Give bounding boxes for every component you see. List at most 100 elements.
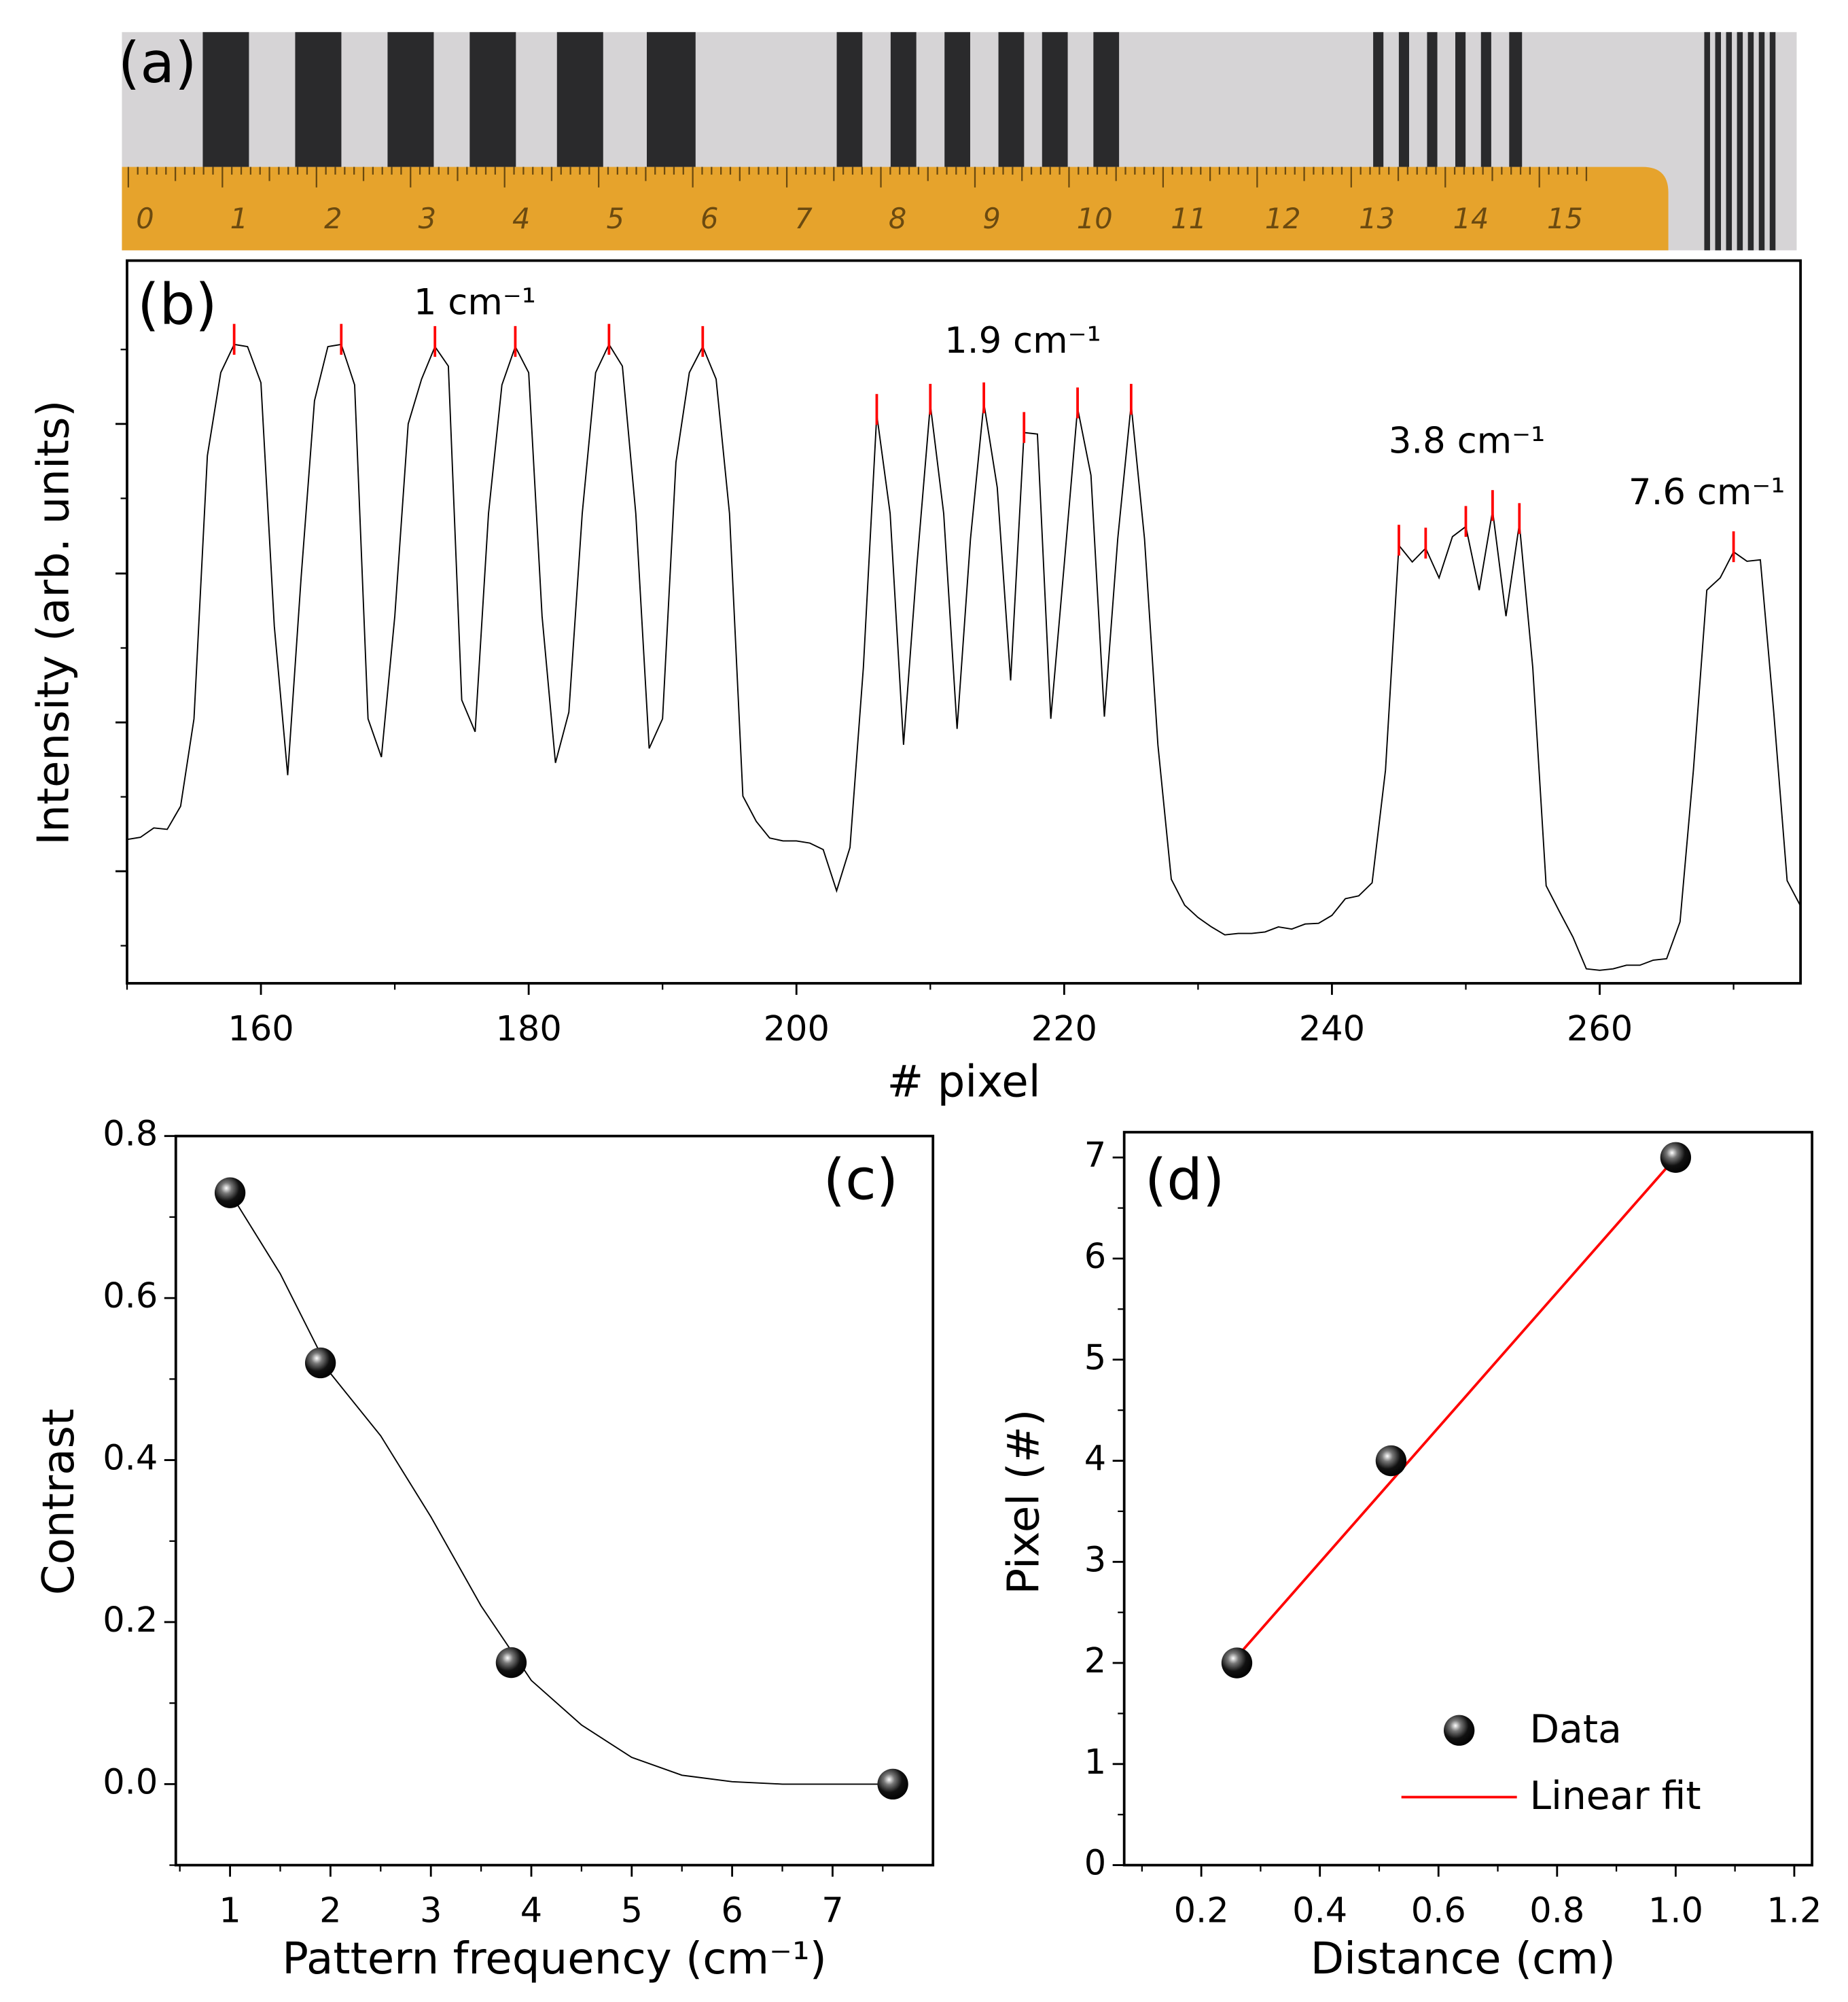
panel-label: (b): [137, 271, 217, 337]
pattern-bar: [1373, 32, 1384, 167]
x-tick-label: 1.0: [1648, 1891, 1703, 1931]
ruler-label: 12: [1265, 202, 1301, 235]
x-tick-label: 240: [1299, 1009, 1365, 1049]
x-axis-label: # pixel: [887, 1057, 1040, 1108]
ruler-label: 7: [794, 202, 813, 235]
y-tick-label: 3: [1084, 1540, 1106, 1580]
pattern-bar: [836, 32, 863, 167]
panel-label: (a): [118, 30, 197, 96]
photo: 0 1 2 3 4 5 6 7 8 9 10 11 12 13 14 15(a): [118, 30, 1797, 251]
ruler: [122, 166, 1669, 251]
ruler-label: 14: [1453, 202, 1489, 235]
pattern-bar: [944, 32, 970, 167]
annotation: 7.6 cm⁻¹: [1629, 472, 1785, 513]
pattern-bar: [1042, 32, 1068, 167]
x-tick-label: 0.2: [1174, 1891, 1229, 1931]
y-tick-label: 1: [1084, 1742, 1106, 1783]
pattern-bar: [469, 32, 516, 167]
y-tick-label: 2: [1084, 1641, 1106, 1681]
ruler-label: 1: [230, 202, 248, 235]
legend-label: Data: [1530, 1707, 1622, 1752]
ruler-label: 3: [419, 202, 436, 235]
x-tick-label: 260: [1567, 1009, 1633, 1049]
x-tick-label: 4: [520, 1891, 542, 1931]
y-tick-label: 5: [1084, 1338, 1106, 1378]
ruler-label: 8: [889, 202, 906, 235]
x-tick-label: 2: [319, 1891, 341, 1931]
data-point: [1375, 1445, 1407, 1477]
y-tick-label: 6: [1084, 1237, 1106, 1277]
y-tick-label: 4: [1084, 1439, 1106, 1479]
plot-frame: [1122, 1131, 1813, 1867]
data-point: [1221, 1647, 1253, 1679]
x-tick-label: 3: [420, 1891, 442, 1931]
pattern-bar: [1758, 32, 1765, 251]
panel-label: (c): [823, 1147, 899, 1213]
pattern-bar: [387, 32, 434, 167]
x-tick-label: 180: [495, 1009, 561, 1049]
y-tick-label: 0.8: [103, 1114, 158, 1155]
annotation: 1 cm⁻¹: [414, 281, 536, 323]
ruler-label: 0: [136, 202, 154, 235]
data-line: [126, 343, 1801, 971]
plot-frame: [126, 259, 1802, 985]
data-point: [304, 1347, 336, 1379]
annotation: 1.9 cm⁻¹: [944, 320, 1101, 362]
x-axis-label: Pattern frequency (cm⁻¹): [282, 1933, 827, 1984]
ruler-label: 2: [324, 202, 342, 235]
pattern-bar: [1398, 32, 1409, 167]
x-tick-label: 1: [219, 1891, 241, 1931]
x-tick-label: 7: [821, 1891, 843, 1931]
data-point: [1660, 1142, 1692, 1173]
data-point: [495, 1647, 527, 1679]
fit-line: [1236, 1156, 1677, 1658]
ruler-label: 5: [607, 202, 624, 235]
pattern-bar: [1769, 32, 1776, 251]
pattern-bar: [890, 32, 917, 167]
pattern-bar: [1726, 32, 1732, 251]
y-tick-label: 0: [1084, 1844, 1106, 1884]
ruler-label: 9: [982, 202, 1000, 235]
x-tick-label: 220: [1031, 1009, 1097, 1049]
legend-marker: [1444, 1715, 1475, 1746]
ruler-label: 13: [1359, 202, 1395, 235]
y-tick-label: 7: [1084, 1136, 1106, 1176]
y-tick-label: 0.2: [103, 1600, 158, 1640]
x-tick-label: 5: [621, 1891, 643, 1931]
legend-label: Linear fit: [1530, 1774, 1701, 1819]
pattern-bar: [295, 32, 342, 167]
panel-label: (d): [1145, 1147, 1225, 1213]
plot-frame: [174, 1134, 935, 1867]
x-tick-label: 0.8: [1529, 1891, 1584, 1931]
y-axis-label: Intensity (arb. units): [29, 400, 79, 845]
pattern-bar: [998, 32, 1025, 167]
x-axis-label: Distance (cm): [1311, 1933, 1616, 1984]
ruler-label: 4: [512, 202, 530, 235]
pattern-bar: [1093, 32, 1120, 167]
data-point: [214, 1177, 246, 1208]
pattern-bar: [1427, 32, 1438, 167]
y-tick-label: 0.4: [103, 1439, 158, 1479]
pattern-bar: [202, 32, 249, 167]
x-tick-label: 0.6: [1411, 1891, 1466, 1931]
x-tick-label: 0.4: [1292, 1891, 1347, 1931]
pattern-bar: [1480, 32, 1491, 167]
ruler-label: 11: [1171, 202, 1207, 235]
annotation: 3.8 cm⁻¹: [1389, 420, 1546, 461]
data-point: [877, 1768, 908, 1800]
pattern-bar: [556, 32, 603, 167]
ruler-label: 10: [1077, 202, 1113, 235]
x-tick-label: 200: [764, 1009, 830, 1049]
pattern-bar: [1704, 32, 1710, 251]
y-axis-label: Contrast: [33, 1409, 84, 1595]
fit-line: [229, 1192, 893, 1785]
pattern-bar: [1747, 32, 1754, 251]
x-tick-label: 6: [721, 1891, 743, 1931]
pattern-bar: [1737, 32, 1743, 251]
pattern-bar: [1715, 32, 1721, 251]
y-tick-label: 0.6: [103, 1276, 158, 1316]
pattern-bar: [1509, 32, 1523, 167]
